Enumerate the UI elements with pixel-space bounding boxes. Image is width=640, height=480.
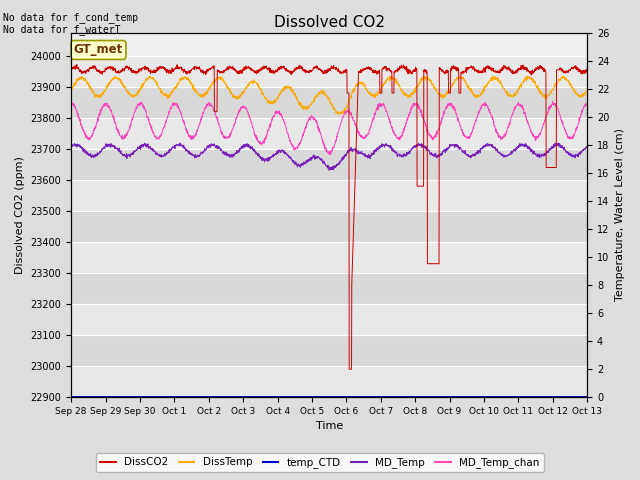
Legend: DissCO2, DissTemp, temp_CTD, MD_Temp, MD_Temp_chan: DissCO2, DissTemp, temp_CTD, MD_Temp, MD… bbox=[96, 453, 544, 472]
Bar bbox=[71, 56, 588, 87]
Y-axis label: Dissolved CO2 (ppm): Dissolved CO2 (ppm) bbox=[15, 156, 25, 274]
Bar bbox=[71, 366, 588, 397]
Bar bbox=[71, 180, 588, 211]
Bar bbox=[71, 149, 588, 180]
Bar bbox=[71, 335, 588, 366]
Bar bbox=[71, 242, 588, 273]
Title: Dissolved CO2: Dissolved CO2 bbox=[274, 15, 385, 30]
Text: No data for f_cond_temp
No data for f_waterT: No data for f_cond_temp No data for f_wa… bbox=[3, 12, 138, 36]
Bar bbox=[71, 87, 588, 118]
X-axis label: Time: Time bbox=[316, 421, 343, 432]
Text: GT_met: GT_met bbox=[74, 44, 123, 57]
Bar bbox=[71, 273, 588, 304]
Y-axis label: Temperature, Water Level (cm): Temperature, Water Level (cm) bbox=[615, 128, 625, 301]
Bar bbox=[71, 211, 588, 242]
Bar bbox=[71, 304, 588, 335]
Bar bbox=[71, 118, 588, 149]
